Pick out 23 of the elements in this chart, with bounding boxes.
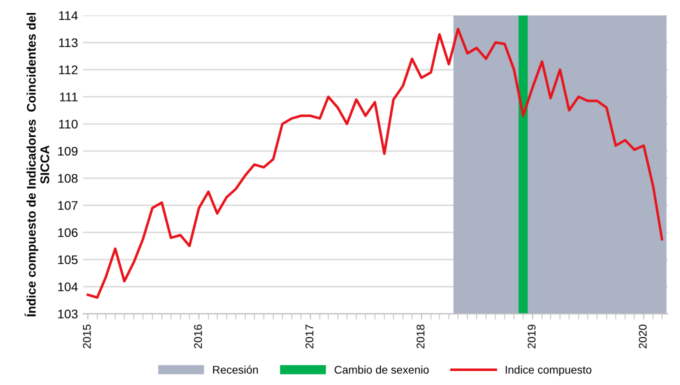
y-tick-label: 114	[59, 11, 78, 20]
legend-label: Cambio de sexenio	[334, 366, 429, 374]
y-tick-label: 112	[59, 65, 78, 74]
y-tick-label: 106	[58, 228, 78, 238]
y-tick-label: 107	[58, 201, 78, 210]
y-tick-label: 104	[58, 282, 78, 292]
y-tick-label: 103	[58, 310, 78, 318]
y-tick-label: 108	[58, 174, 78, 183]
legend-label: Recesión	[213, 365, 258, 374]
x-tick-label: 2017	[305, 324, 314, 348]
line-series	[86, 28, 664, 299]
y-tick-label: 113	[59, 38, 78, 48]
y-axis-title: Índice compuesto de Indicadores Coincidentes del SICCA	[24, 12, 50, 316]
x-tick-label: 2018	[416, 324, 424, 348]
y-tick-label: 105	[58, 255, 78, 264]
y-tick-label: 110	[59, 120, 78, 129]
y-tick-label: 111	[60, 92, 78, 102]
x-tick-label: 2016	[194, 324, 202, 348]
x-tick-label: 2020	[638, 324, 647, 348]
x-tick-label: 2015	[82, 324, 91, 348]
x-tick-label: 2019	[528, 324, 536, 348]
y-tick-label: 109	[58, 146, 78, 156]
legend-label: Indice compuesto	[506, 366, 592, 376]
